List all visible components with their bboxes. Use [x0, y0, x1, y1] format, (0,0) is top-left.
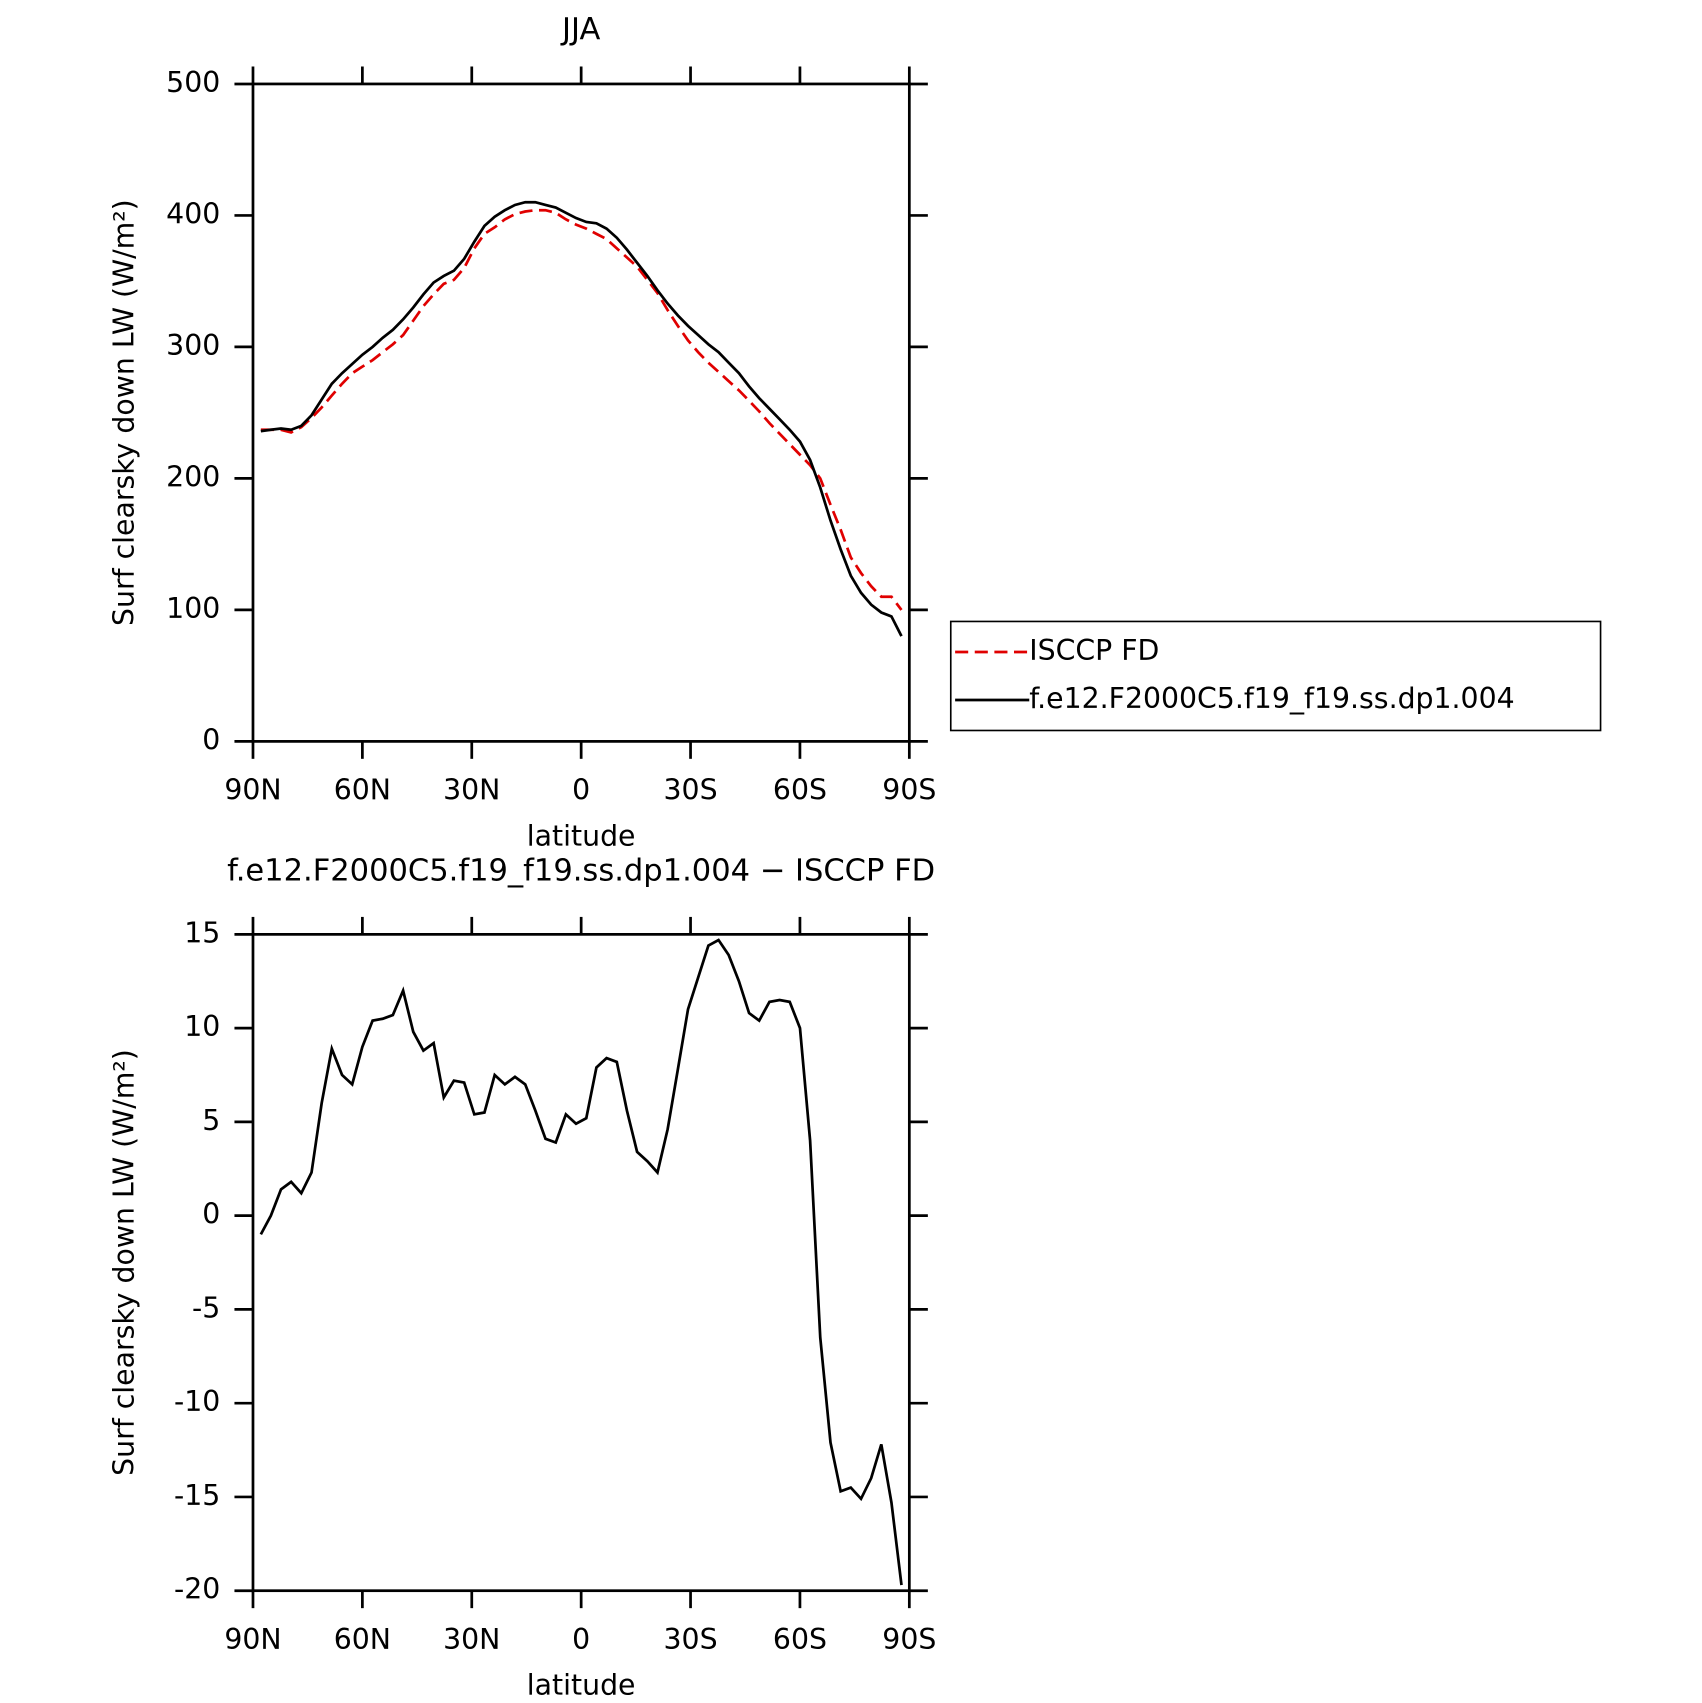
x-tick-label: 30S: [664, 774, 718, 807]
x-axis-label: latitude: [527, 819, 636, 852]
plot-frame: [251, 82, 911, 743]
y-tick-label: -15: [174, 1479, 220, 1512]
y-tick-label: 500: [166, 66, 220, 99]
chart-title: JJA: [560, 12, 600, 47]
data-line: [260, 208, 903, 611]
legend-label: ISCCP FD: [1029, 634, 1159, 667]
y-tick-label: -10: [174, 1385, 220, 1418]
chart-title: f.e12.F2000C5.f19_f19.ss.dp1.004 − ISCCP…: [227, 854, 935, 889]
x-axis-label: latitude: [527, 1669, 636, 1702]
y-tick-label: 200: [166, 460, 220, 493]
x-tick-label: 60S: [773, 774, 827, 807]
x-tick-label: 30N: [443, 1623, 500, 1656]
x-tick-label: 30S: [664, 1623, 718, 1656]
plot-frame: [251, 932, 911, 1593]
x-tick-label: 60N: [334, 774, 391, 807]
x-tick-label: 60N: [334, 1623, 391, 1656]
y-tick-label: 10: [184, 1010, 220, 1043]
y-axis-label: Surf clearsky down LW (W/m²): [107, 1049, 140, 1476]
x-tick-label: 60S: [773, 1623, 827, 1656]
legend-box: [949, 620, 1602, 732]
y-tick-label: -20: [174, 1573, 220, 1606]
data-line: [260, 200, 903, 637]
x-tick-label: 90N: [224, 774, 281, 807]
x-tick-label: 90S: [882, 774, 936, 807]
y-tick-label: 0: [202, 1198, 220, 1231]
y-tick-label: 100: [166, 592, 220, 625]
x-tick-label: 30N: [443, 774, 500, 807]
y-axis-label: Surf clearsky down LW (W/m²): [107, 199, 140, 626]
x-tick-label: 90S: [882, 1623, 936, 1656]
y-tick-label: 400: [166, 197, 220, 230]
data-line: [259, 938, 903, 1586]
y-tick-label: 0: [202, 723, 220, 756]
x-tick-label: 90N: [224, 1623, 281, 1656]
y-tick-label: 5: [202, 1104, 220, 1137]
x-tick-label: 0: [572, 1623, 590, 1656]
y-tick-label: -5: [192, 1291, 220, 1324]
legend-label: f.e12.F2000C5.f19_f19.ss.dp1.004: [1029, 682, 1514, 715]
y-tick-label: 15: [184, 916, 220, 949]
y-tick-label: 300: [166, 329, 220, 362]
x-tick-label: 0: [572, 774, 590, 807]
